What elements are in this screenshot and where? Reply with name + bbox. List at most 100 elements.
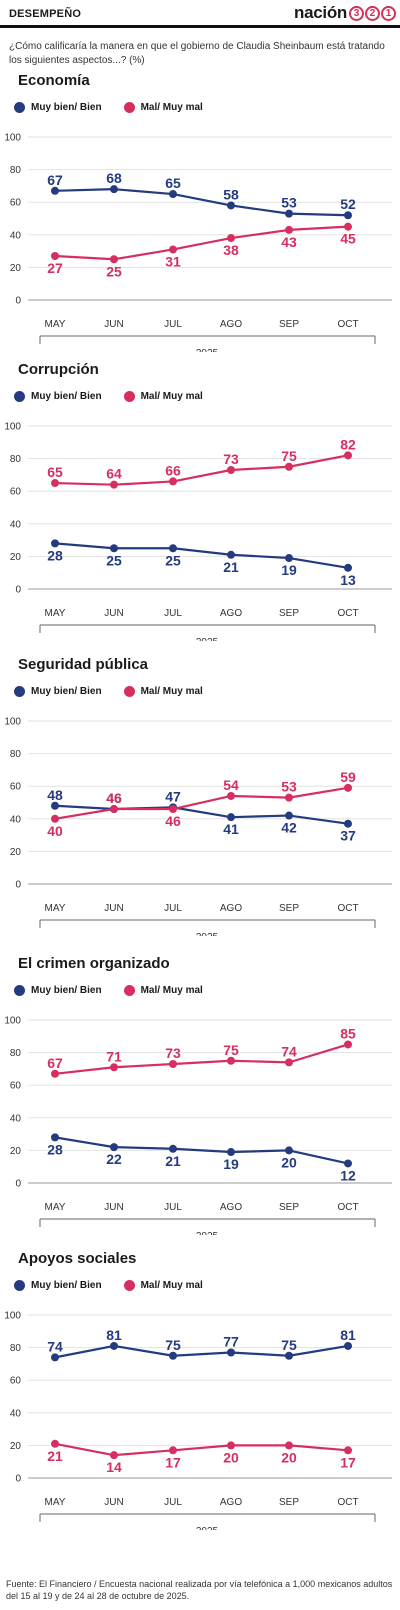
x-tick-label: OCT — [337, 1497, 358, 1508]
chart-title: Apoyos sociales — [18, 1250, 137, 1267]
data-label: 20 — [281, 1449, 297, 1465]
series-line — [54, 225, 349, 261]
data-label: 67 — [47, 1055, 63, 1071]
year-label: 2025 — [196, 637, 219, 641]
legend-item: Muy bien/ Bien — [14, 685, 102, 697]
series-line — [54, 542, 349, 569]
data-label: 81 — [106, 1327, 122, 1343]
series-line — [54, 188, 349, 217]
data-label: 68 — [106, 170, 122, 186]
legend-item: Mal/ Muy mal — [123, 685, 203, 697]
y-tick-label: 20 — [10, 847, 22, 858]
data-point — [285, 554, 293, 563]
data-point — [51, 479, 59, 488]
data-label: 73 — [165, 1045, 181, 1061]
data-label: 65 — [47, 464, 63, 480]
y-tick-label: 0 — [15, 296, 21, 307]
x-tick-label: SEP — [279, 903, 299, 914]
data-label: 64 — [106, 466, 122, 482]
data-point — [227, 791, 235, 800]
line-chart: 0 20 40 60 80 100 MAY JUN JUL AGO SEP OCT 2025 48 46 47… — [4, 717, 392, 936]
chart-legend: Muy bien/ Bien Mal/ Muy mal — [14, 983, 225, 997]
legend-swatch — [14, 1279, 25, 1291]
data-label: 40 — [47, 823, 63, 839]
x-tick-label: MAY — [45, 319, 66, 330]
data-point — [110, 480, 118, 489]
chart-title: Economía — [18, 72, 90, 89]
brand-digit-1: 3 — [349, 5, 364, 21]
data-point — [51, 1353, 59, 1362]
data-point — [285, 1351, 293, 1360]
data-label: 77 — [223, 1333, 239, 1349]
data-label: 46 — [165, 813, 181, 829]
data-point — [110, 1143, 118, 1152]
data-label: 13 — [340, 572, 356, 588]
legend-swatch — [14, 101, 25, 113]
y-tick-label: 20 — [10, 263, 22, 274]
series-line — [54, 1442, 349, 1457]
legend-label: Mal/ Muy mal — [140, 1279, 203, 1291]
data-label: 74 — [47, 1338, 63, 1354]
data-label: 17 — [165, 1454, 181, 1470]
data-label: 14 — [106, 1459, 122, 1475]
legend-item: Mal/ Muy mal — [123, 1279, 203, 1291]
data-label: 46 — [106, 790, 122, 806]
data-point — [169, 477, 177, 486]
data-point — [51, 251, 59, 260]
data-point — [285, 462, 293, 471]
data-label: 20 — [223, 1449, 239, 1465]
data-point — [227, 1441, 235, 1450]
data-label: 67 — [47, 172, 63, 188]
data-point — [110, 544, 118, 553]
data-label: 19 — [223, 1156, 239, 1172]
x-tick-label: JUL — [164, 1497, 182, 1508]
data-label: 59 — [340, 769, 356, 785]
data-point — [344, 211, 352, 220]
x-tick-label: MAY — [45, 1202, 66, 1213]
data-point — [285, 225, 293, 234]
x-tick-label: OCT — [337, 1202, 358, 1213]
data-label: 22 — [106, 1151, 122, 1167]
data-point — [285, 1441, 293, 1450]
x-tick-label: MAY — [45, 1497, 66, 1508]
data-point — [227, 550, 235, 559]
x-tick-label: JUN — [104, 1497, 123, 1508]
y-tick-label: 80 — [10, 749, 22, 760]
x-tick-label: AGO — [220, 903, 242, 914]
data-label: 48 — [47, 787, 63, 803]
legend-item: Mal/ Muy mal — [123, 101, 203, 113]
legend-swatch — [14, 685, 25, 697]
data-label: 73 — [223, 451, 239, 467]
y-tick-label: 60 — [10, 487, 22, 498]
legend-item: Muy bien/ Bien — [14, 1279, 102, 1291]
x-tick-label: AGO — [220, 1497, 242, 1508]
data-point — [110, 1063, 118, 1072]
x-tick-label: MAY — [45, 608, 66, 619]
data-point — [110, 185, 118, 194]
y-tick-label: 20 — [10, 1146, 22, 1157]
legend-label: Mal/ Muy mal — [140, 685, 203, 697]
data-label: 75 — [223, 1042, 239, 1058]
data-label: 28 — [47, 547, 63, 563]
legend-label: Muy bien/ Bien — [31, 984, 102, 996]
data-point — [344, 563, 352, 572]
legend-item: Muy bien/ Bien — [14, 984, 102, 996]
line-chart: 0 20 40 60 80 100 MAY JUN JUL AGO SEP OCT 2025 74 81 75… — [4, 1311, 392, 1530]
series-line — [54, 1043, 349, 1075]
chart-panel: El crimen organizado Muy bien/ Bien Mal/ M… — [0, 955, 400, 1235]
data-label: 31 — [165, 253, 181, 269]
data-point — [344, 819, 352, 828]
data-point — [169, 1351, 177, 1360]
data-label: 46 — [106, 790, 122, 806]
brand-logo: nación 3 2 1 — [294, 2, 396, 24]
data-label: 66 — [165, 462, 181, 478]
y-tick-label: 100 — [4, 133, 21, 144]
y-tick-label: 0 — [15, 1179, 21, 1190]
data-label: 53 — [281, 195, 297, 211]
x-tick-label: AGO — [220, 319, 242, 330]
x-tick-label: MAY — [45, 903, 66, 914]
series-line — [54, 804, 349, 825]
data-point — [344, 1159, 352, 1168]
y-tick-label: 40 — [10, 1408, 22, 1419]
data-point — [51, 814, 59, 823]
